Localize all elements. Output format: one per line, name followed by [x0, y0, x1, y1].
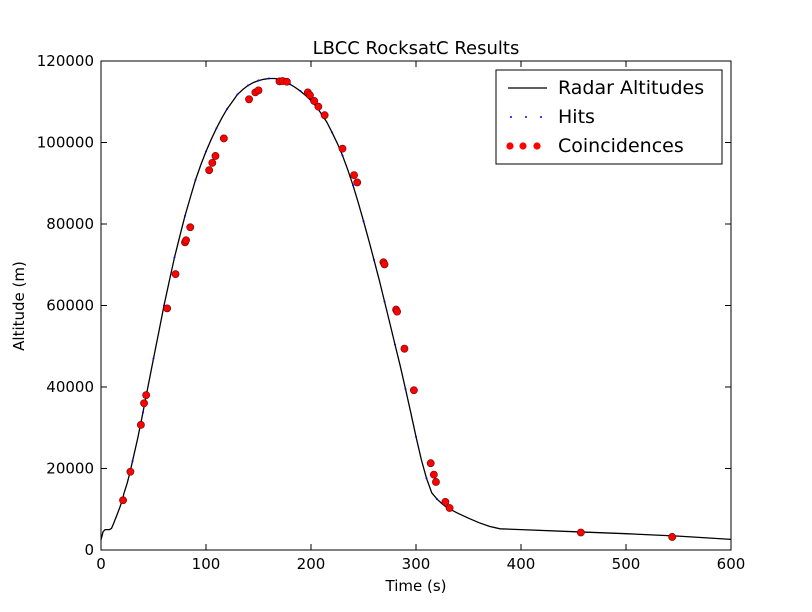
hit-point [331, 131, 333, 134]
coincidence-point [314, 102, 323, 111]
coincidence-point [186, 223, 195, 232]
legend-hits-swatch [540, 116, 542, 118]
y-tick-label: 40000 [46, 378, 94, 396]
hit-point [236, 93, 239, 96]
coincidence-point [350, 171, 358, 179]
legend-box [495, 69, 723, 165]
hit-point [299, 90, 302, 93]
coincidence-point [668, 533, 677, 541]
coincidence-point [380, 260, 389, 269]
y-tick-label: 20000 [46, 460, 94, 478]
coincidence-point [182, 236, 190, 245]
coincidence-point [426, 459, 435, 468]
legend: Radar Altitudes Hits Coincidences [495, 69, 723, 165]
coincidence-point [393, 307, 401, 316]
hit-point [425, 477, 428, 480]
x-tick-label: 300 [402, 555, 431, 573]
hit-point [394, 343, 396, 346]
hit-point [404, 388, 407, 391]
coincidence-point [429, 470, 438, 479]
coincidence-point [219, 134, 228, 143]
coincidence-point [432, 478, 440, 486]
x-tick-label: 600 [717, 555, 746, 573]
x-tick-label: 0 [96, 555, 106, 573]
hit-point [142, 411, 144, 414]
y-tick-label: 120000 [37, 52, 94, 70]
x-tick-label: 400 [507, 555, 536, 573]
hit-point [362, 220, 365, 223]
legend-coincidence-swatch [533, 142, 541, 150]
hit-point [194, 178, 197, 181]
hit-point [247, 84, 249, 87]
hit-point [173, 256, 176, 259]
hit-point [436, 498, 438, 501]
coincidence-point [205, 166, 214, 175]
coincidence-point [171, 270, 180, 279]
y-tick-label: 60000 [46, 297, 94, 315]
coincidence-point [400, 344, 409, 353]
hit-point [415, 435, 417, 438]
coincidence-point [254, 86, 263, 95]
coincidence-point [576, 528, 585, 537]
y-tick-label: 0 [84, 541, 94, 559]
coincidence-point [338, 144, 347, 153]
coincidence-point [136, 420, 145, 429]
legend-radar-label: Radar Altitudes [558, 77, 704, 99]
x-axis-label: Time (s) [385, 577, 447, 595]
coincidence-point [353, 178, 362, 187]
coincidence-point [306, 91, 314, 100]
hit-point [257, 79, 260, 82]
coincidence-point [163, 304, 172, 313]
legend-hits-label: Hits [558, 106, 595, 128]
plot-area [101, 77, 731, 541]
hit-point [352, 184, 354, 187]
hit-point [373, 258, 375, 261]
hit-point [383, 300, 386, 303]
hit-point [215, 127, 218, 130]
hit-point [341, 154, 344, 157]
coincidence-point [208, 158, 217, 167]
hit-point [152, 357, 155, 360]
hit-point [184, 214, 186, 217]
hit-point [268, 77, 270, 80]
axes-layer: 0 100 200 300 400 500 600 0 20000 40000 60000 80000… [37, 52, 746, 573]
hit-point [226, 108, 228, 111]
y-tick-label: 80000 [46, 215, 94, 233]
y-tick-label: 100000 [37, 134, 94, 152]
coincidence-point [441, 498, 450, 506]
coincidence-point [119, 496, 127, 505]
hit-point [131, 460, 134, 463]
x-tick-label: 100 [192, 555, 221, 573]
coincidence-point [126, 467, 135, 476]
coincidence-point [142, 391, 151, 400]
coincidence-point [245, 95, 253, 104]
plot-layer [101, 77, 731, 541]
chart-title: LBCC RocksatC Results [313, 38, 520, 59]
y-axis-label: Altitude (m) [10, 261, 28, 351]
coincidence-point [310, 97, 319, 105]
legend-coincidence-swatch [506, 142, 514, 150]
coincidence-point [320, 111, 329, 120]
legend-coincidence-swatch [519, 142, 527, 150]
hit-point [205, 150, 207, 153]
coincidence-point [409, 386, 418, 395]
x-tick-label: 500 [612, 555, 641, 573]
coincidence-point [282, 77, 291, 86]
x-tick-label: 200 [297, 555, 326, 573]
legend-hits-swatch [510, 116, 512, 118]
coincidence-point [140, 399, 148, 408]
legend-hits-swatch [525, 116, 527, 118]
legend-coincidences-label: Coincidences [558, 135, 684, 157]
coincidence-point [445, 504, 454, 512]
coincidence-point [211, 152, 220, 160]
